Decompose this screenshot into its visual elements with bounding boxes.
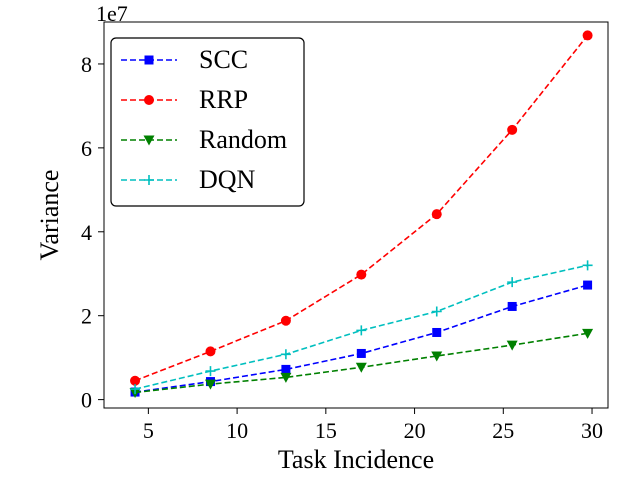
legend-marker-random [143,135,155,146]
data-point-rrp-6 [507,124,518,135]
y-axis-label: Variance [35,170,64,261]
data-point-rrp-7 [582,30,593,41]
data-point-scc-5 [432,327,442,337]
y-tick-label-2: 2 [81,304,92,329]
x-axis-label: Task Incidence [278,445,434,474]
x-tick-label-10: 10 [226,418,248,443]
x-tick-label-20: 20 [404,418,426,443]
data-point-scc-7 [583,280,593,290]
x-tick-label-15: 15 [315,418,337,443]
plot-frame [103,21,609,409]
data-point-random-4 [355,362,367,373]
data-point-dqn-3 [280,349,291,360]
y-axis: 0 2 4 6 8 [81,52,104,413]
data-point-scc-6 [507,301,517,311]
data-point-rrp-4 [356,269,367,280]
data-point-rrp-3 [280,315,291,326]
y-offset-label: 1e7 [96,1,128,26]
y-tick-label-4: 4 [81,220,92,245]
data-point-rrp-1 [130,375,141,386]
x-axis: 5 10 15 20 25 30 [143,408,603,443]
legend-marker-scc [144,55,154,65]
data-point-random-7 [582,328,594,339]
data-point-dqn-4 [356,325,367,336]
data-point-dqn-7 [582,260,593,271]
data-point-scc-4 [356,348,366,358]
data-point-dqn-2 [205,366,216,377]
data-point-random-3 [280,372,292,383]
legend-label-scc: SCC [199,45,248,74]
x-tick-label-25: 25 [492,418,514,443]
x-tick-label-5: 5 [143,418,154,443]
series-line-scc [134,284,588,393]
legend-marker-rrp [144,95,154,105]
data-point-dqn-5 [431,306,442,317]
x-tick-label-30: 30 [581,418,603,443]
legend-box [110,37,305,207]
legend-marker-dqn [144,175,154,185]
y-tick-label-6: 6 [81,136,92,161]
legend-label-rrp: RRP [199,85,248,114]
data-point-random-2 [204,379,216,390]
legend-label-dqn: DQN [199,165,256,194]
data-point-scc-3 [281,364,291,374]
y-tick-label-0: 0 [81,388,92,413]
data-point-rrp-5 [431,209,442,220]
legend-label-random: Random [199,125,287,154]
data-point-random-6 [506,340,518,351]
data-point-random-5 [431,351,443,362]
data-point-rrp-2 [205,346,216,357]
y-tick-label-8: 8 [81,52,92,77]
data-point-dqn-1 [130,384,141,395]
legend: SCC RRP Random DQN [110,37,305,207]
data-point-dqn-6 [507,277,518,288]
series-layer [129,30,594,398]
